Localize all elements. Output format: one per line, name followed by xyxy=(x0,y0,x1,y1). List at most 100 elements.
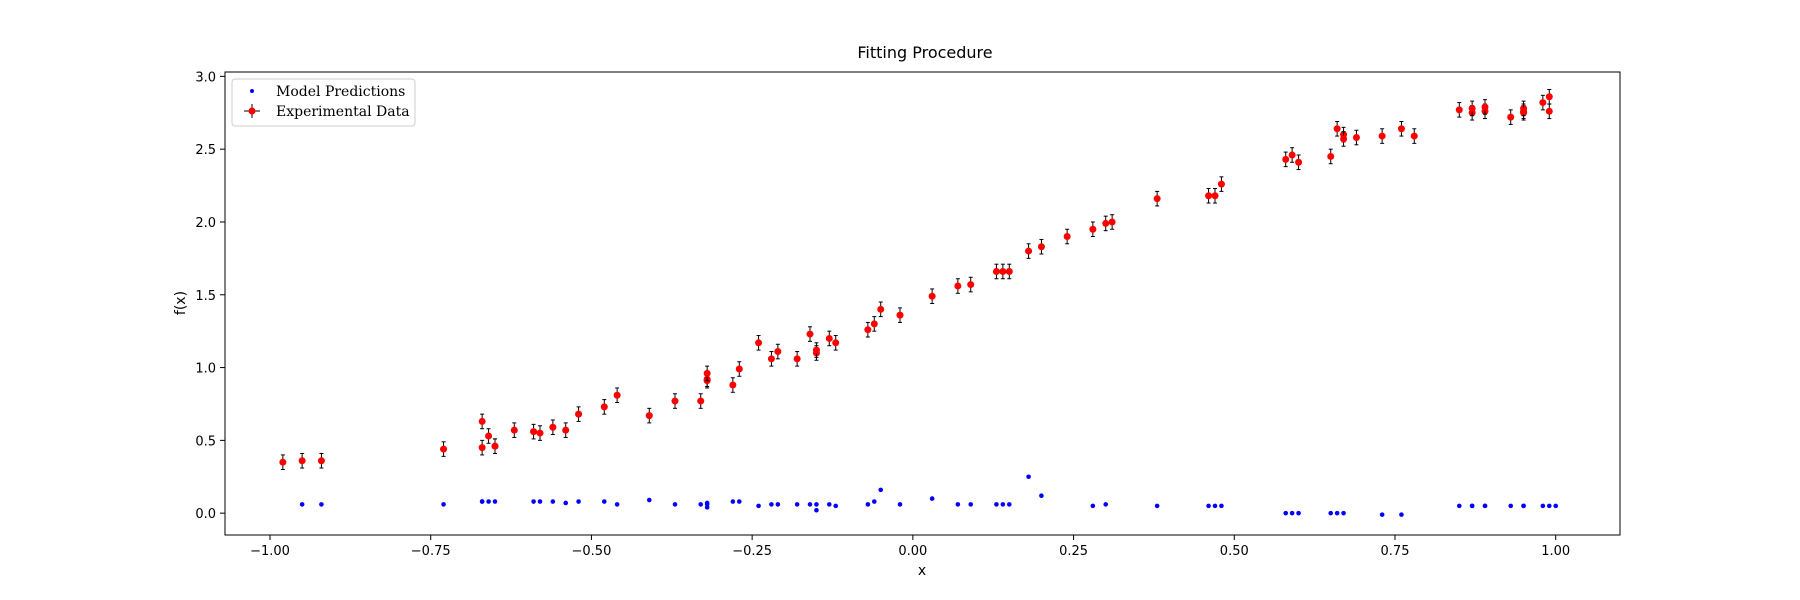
experimental-data-point xyxy=(806,326,814,342)
model-prediction-point xyxy=(550,499,556,504)
model-prediction-point xyxy=(968,502,974,507)
experimental-data-point xyxy=(600,399,608,415)
experimental-marker xyxy=(729,381,737,389)
experimental-data-point xyxy=(1102,215,1110,232)
experimental-marker xyxy=(1481,103,1489,111)
experimental-marker xyxy=(536,429,544,437)
experimental-data-point xyxy=(613,387,621,404)
model-prediction-point xyxy=(1296,510,1301,516)
model-prediction-point xyxy=(736,499,742,504)
experimental-marker xyxy=(549,423,557,431)
experimental-marker xyxy=(767,355,775,363)
experimental-data-point xyxy=(832,335,840,351)
model-prediction-point xyxy=(492,499,498,504)
experimental-marker xyxy=(1410,132,1418,140)
model-prediction-point xyxy=(1334,510,1340,516)
y-tick-label: 1.0 xyxy=(195,362,216,377)
experimental-data-point xyxy=(1205,187,1213,204)
model-predictions-series xyxy=(299,474,1559,517)
experimental-data-point xyxy=(697,393,705,409)
experimental-marker xyxy=(1468,104,1476,112)
model-prediction-point xyxy=(1289,510,1295,516)
x-tick-label: 0.25 xyxy=(1059,544,1088,559)
x-tick-label: −0.75 xyxy=(411,544,451,559)
experimental-data-point xyxy=(877,301,885,318)
experimental-marker xyxy=(1108,218,1116,226)
experimental-data-point xyxy=(1520,103,1528,120)
experimental-marker xyxy=(1037,243,1045,251)
experimental-marker xyxy=(1545,93,1553,101)
experimental-data-point xyxy=(967,276,975,293)
experimental-marker xyxy=(967,281,975,289)
experimental-data-point xyxy=(562,422,570,438)
model-prediction-point xyxy=(1026,474,1031,480)
experimental-marker xyxy=(806,330,814,338)
experimental-data-point xyxy=(440,441,448,457)
experimental-data-point xyxy=(703,365,711,382)
x-tick-label: 0.00 xyxy=(898,544,927,559)
experimental-data-point xyxy=(774,343,782,360)
legend-experimental-marker xyxy=(244,104,260,118)
model-prediction-point xyxy=(865,502,871,507)
experimental-data-point xyxy=(1108,214,1116,230)
experimental-data-point xyxy=(478,413,486,430)
experimental-marker xyxy=(1397,125,1405,133)
experimental-data-point xyxy=(1025,243,1033,259)
y-tick-label: 2.0 xyxy=(195,216,216,231)
model-prediction-point xyxy=(1039,493,1044,498)
model-prediction-point xyxy=(299,502,305,507)
y-tick-label: 3.0 xyxy=(195,70,216,85)
experimental-marker xyxy=(1288,151,1296,159)
experimental-data-point xyxy=(1468,100,1476,117)
experimental-marker xyxy=(703,369,711,377)
model-prediction-point xyxy=(769,502,774,507)
experimental-data-point xyxy=(1037,238,1045,255)
x-tick-label: 0.75 xyxy=(1381,544,1410,559)
experimental-marker xyxy=(562,426,570,434)
experimental-data-point xyxy=(1005,263,1013,280)
experimental-marker xyxy=(1378,132,1386,140)
experimental-marker xyxy=(793,355,801,363)
experimental-data-point xyxy=(767,351,775,367)
x-axis-label: x xyxy=(918,563,926,579)
model-prediction-point xyxy=(1212,503,1218,509)
experimental-marker xyxy=(530,428,538,436)
experimental-data-point xyxy=(671,393,679,409)
experimental-data-point xyxy=(1410,128,1418,144)
x-axis: −1.00 −0.75 −0.50 −0.25 0.00 0.25 0.50 0.75 1.00 xyxy=(250,535,1570,559)
experimental-data-point xyxy=(793,351,801,367)
experimental-marker xyxy=(600,403,608,411)
model-prediction-point xyxy=(1469,503,1475,509)
experimental-marker xyxy=(1005,267,1013,275)
experimental-marker xyxy=(1205,192,1213,200)
model-prediction-point xyxy=(704,505,710,510)
model-prediction-point xyxy=(1399,512,1404,517)
experimental-marker xyxy=(812,346,820,354)
model-prediction-point xyxy=(563,500,569,506)
experimental-data-point xyxy=(896,307,904,323)
model-prediction-point xyxy=(897,502,903,507)
experimental-marker xyxy=(279,458,287,466)
legend-experimental-label: Experimental Data xyxy=(276,104,410,120)
model-prediction-point xyxy=(1006,502,1012,507)
model-prediction-point xyxy=(955,502,961,507)
experimental-marker xyxy=(1025,247,1033,255)
experimental-data-point xyxy=(870,316,878,332)
model-prediction-point xyxy=(1553,503,1559,509)
model-prediction-point xyxy=(1283,510,1289,516)
experimental-marker xyxy=(755,339,763,347)
experimental-data-point xyxy=(1089,221,1097,238)
experimental-data-point xyxy=(1295,154,1303,171)
experimental-data-point xyxy=(317,452,325,469)
model-prediction-point xyxy=(1456,503,1462,509)
experimental-marker xyxy=(896,311,904,319)
y-tick-label: 1.5 xyxy=(195,289,216,304)
model-prediction-point xyxy=(1508,503,1514,509)
y-tick-label: 0.0 xyxy=(195,507,216,522)
experimental-data-point xyxy=(575,406,583,422)
model-prediction-point xyxy=(1341,510,1346,516)
model-prediction-point xyxy=(1154,503,1160,509)
experimental-marker xyxy=(440,445,448,453)
model-prediction-point xyxy=(486,499,491,504)
x-tick-label: −0.25 xyxy=(732,544,772,559)
